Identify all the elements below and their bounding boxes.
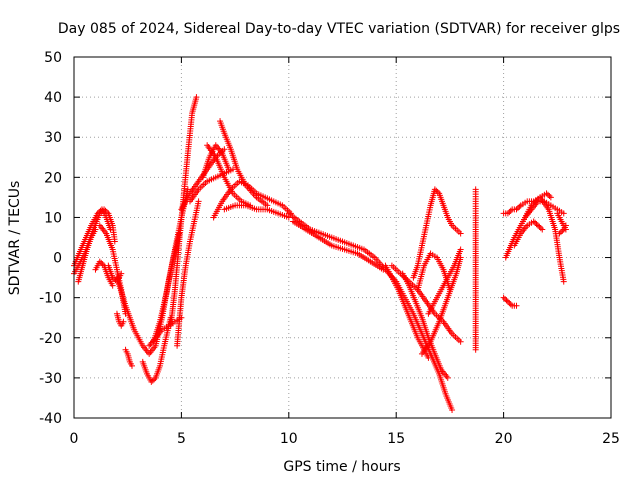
data-point — [92, 226, 99, 233]
data-point-interp — [98, 259, 105, 266]
data-point — [500, 294, 507, 301]
data-point-interp — [434, 189, 441, 196]
data-point — [543, 190, 550, 197]
data-point-interp — [536, 223, 543, 230]
data-point-interp — [103, 209, 110, 216]
data-point — [120, 318, 127, 325]
x-tick-label: 10 — [280, 431, 298, 447]
y-tick-label: 0 — [53, 251, 62, 267]
y-tick-labels: -40 -30 -20 -10 0 10 20 30 40 50 — [39, 50, 62, 427]
data-point — [513, 302, 520, 309]
data-point — [530, 218, 537, 225]
y-tick-label: 20 — [44, 170, 62, 186]
data-point-interp — [557, 229, 564, 236]
data-point — [111, 238, 118, 245]
data-point — [504, 210, 511, 217]
data-point — [94, 210, 101, 217]
data-point — [221, 146, 228, 153]
grid-lines — [74, 57, 611, 418]
y-tick-label: -40 — [39, 411, 62, 427]
data-point — [148, 378, 155, 385]
data-point-interp — [559, 227, 566, 234]
chart-title: Day 085 of 2024, Sidereal Day-to-day VTE… — [58, 21, 620, 37]
data-point — [504, 298, 511, 305]
data-point — [184, 186, 191, 193]
data-point-interp — [546, 193, 553, 200]
data-point — [539, 226, 546, 233]
data-point — [556, 230, 563, 237]
data-point-interp — [507, 301, 514, 308]
data-points — [71, 94, 569, 413]
data-point-interp — [149, 377, 156, 384]
data-point — [431, 186, 438, 193]
x-tick-label: 25 — [602, 431, 620, 447]
data-point-interp — [516, 203, 523, 210]
data-point — [562, 222, 569, 229]
data-point-interp — [99, 261, 106, 268]
data-point-interp — [111, 275, 118, 282]
data-point-interp — [533, 221, 540, 228]
data-point-interp — [537, 225, 544, 232]
data-point — [193, 94, 200, 101]
x-tick-label: 5 — [177, 431, 186, 447]
y-tick-label: -20 — [39, 331, 62, 347]
data-point-interp — [506, 209, 513, 216]
x-axis-label: GPS time / hours — [283, 459, 400, 475]
x-tick-label: 0 — [70, 431, 79, 447]
data-point-interp — [506, 300, 513, 307]
y-tick-label: -30 — [39, 371, 62, 387]
data-point-interp — [544, 191, 551, 198]
data-point-interp — [433, 187, 440, 194]
data-point — [513, 206, 520, 213]
data-point — [96, 258, 103, 265]
y-tick-label: 50 — [44, 50, 62, 66]
data-point-interp — [96, 209, 103, 216]
data-point — [457, 246, 464, 253]
data-point — [457, 338, 464, 345]
data-point — [457, 230, 464, 237]
data-point-interp — [507, 207, 514, 214]
x-tick-label: 20 — [495, 431, 513, 447]
data-point — [560, 210, 567, 217]
data-point-interp — [532, 219, 539, 226]
data-point-interp — [514, 205, 521, 212]
data-point-interp — [503, 297, 510, 304]
data-point — [107, 226, 114, 233]
x-tick-label: 15 — [387, 431, 405, 447]
y-axis-label: SDTVAR / TECUs — [7, 181, 23, 296]
data-point-interp — [97, 207, 104, 214]
data-point-interp — [151, 376, 158, 383]
y-tick-label: 40 — [44, 90, 62, 106]
data-point — [195, 198, 202, 205]
data-point — [472, 346, 479, 353]
x-tick-labels: 0 5 10 15 20 25 — [70, 431, 620, 447]
data-point — [560, 278, 567, 285]
y-tick-label: -10 — [39, 291, 62, 307]
y-tick-label: 10 — [44, 210, 62, 226]
data-point — [534, 222, 541, 229]
data-point — [118, 270, 125, 277]
data-point-interp — [502, 296, 509, 303]
data-point — [225, 166, 232, 173]
y-tick-label: 30 — [44, 130, 62, 146]
axis-ticks — [73, 56, 612, 419]
data-point — [547, 194, 554, 201]
data-point — [449, 406, 456, 413]
data-point — [109, 282, 116, 289]
data-point — [444, 374, 451, 381]
plot-frame — [73, 56, 612, 419]
data-point — [128, 362, 135, 369]
